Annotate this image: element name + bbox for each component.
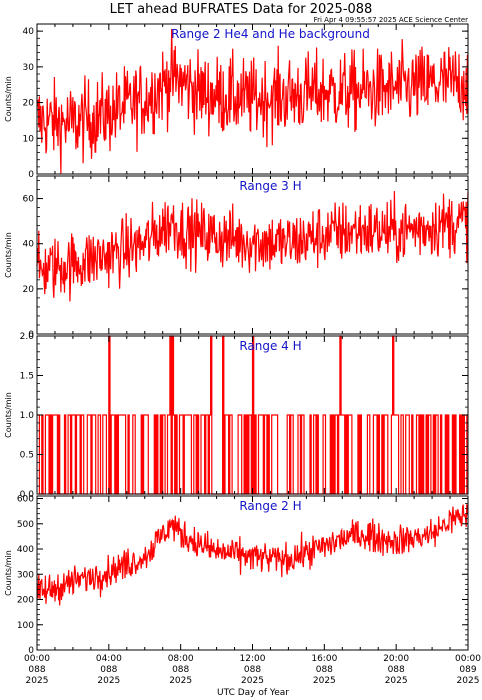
y-tick-label: 100	[17, 621, 34, 631]
panel-title: Range 3 H	[239, 179, 301, 193]
y-tick-label: 10	[23, 134, 35, 144]
y-axis-label: Counts/min	[4, 550, 13, 596]
y-tick-label: 1.5	[20, 372, 34, 382]
x-tick-label-doy: 088	[172, 665, 189, 675]
y-tick-label: 2.0	[20, 332, 35, 342]
x-tick-label-year: 2025	[97, 676, 120, 686]
x-axis: 00:00088202504:00088202508:00088202512:0…	[24, 654, 481, 686]
y-tick-label: 600	[17, 495, 34, 505]
y-tick-label: 60	[23, 195, 35, 205]
x-tick-label-time: 12:00	[240, 654, 266, 664]
x-tick-label-doy: 088	[28, 665, 45, 675]
series-trace	[36, 504, 469, 606]
y-tick-label: 0	[28, 330, 34, 340]
x-tick-label-time: 04:00	[96, 654, 122, 664]
y-tick-label: 1.0	[20, 411, 35, 421]
x-tick-label-year: 2025	[169, 676, 192, 686]
y-tick-label: 40	[23, 27, 35, 37]
y-axis-label: Counts/min	[4, 76, 13, 122]
panel-title: Range 4 H	[239, 339, 301, 353]
x-tick-label-time: 00:00	[24, 654, 50, 664]
x-tick-label-doy: 088	[388, 665, 405, 675]
plot-frame	[36, 495, 469, 651]
x-tick-label-year: 2025	[313, 676, 336, 686]
panel-range4-h: 0.0 0.5 1.0 1.5 2.0 Counts/min Range 4 H	[4, 332, 469, 500]
y-tick-label: 300	[17, 570, 34, 580]
series-trace	[37, 335, 468, 495]
x-tick-label-doy: 088	[100, 665, 117, 675]
x-tick-label-doy: 088	[244, 665, 261, 675]
generation-timestamp: Fri Apr 4 09:55:57 2025 ACE Science Cent…	[314, 16, 469, 24]
y-tick-label: 40	[23, 240, 35, 250]
x-tick-label-doy: 089	[459, 665, 476, 675]
y-tick-label: 20	[23, 99, 35, 109]
x-tick-label-time: 08:00	[168, 654, 194, 664]
x-tick-label-doy: 088	[316, 665, 333, 675]
chart-title: LET ahead BUFRATES Data for 2025-088	[110, 2, 373, 17]
y-tick-label: 0.5	[20, 451, 34, 461]
panel-range3-h: 0 20 40 60 Counts/min Range 3 H	[4, 175, 469, 340]
panel-title: Range 2 H	[239, 499, 301, 513]
series-trace	[36, 191, 469, 302]
x-tick-label-year: 2025	[457, 676, 480, 686]
x-tick-label-time: 00:00	[455, 654, 481, 664]
y-tick-label: 0	[28, 646, 34, 656]
series-trace	[36, 28, 469, 175]
y-axis-label: Counts/min	[4, 232, 13, 278]
y-tick-label: 0.0	[20, 490, 35, 500]
x-tick-label-year: 2025	[241, 676, 264, 686]
x-tick-label-year: 2025	[385, 676, 408, 686]
x-tick-label-year: 2025	[26, 676, 49, 686]
x-tick-label-time: 16:00	[311, 654, 337, 664]
y-tick-label: 0	[28, 170, 34, 180]
panel-range2-h: 0 100 200 300 400 500 600 Counts/min Range 2 H	[4, 495, 469, 656]
panel-range2-he4: 0 10 20 30 40 Counts/min Range 2 He4 and He ba…	[4, 23, 469, 180]
y-tick-label: 30	[23, 63, 35, 73]
y-tick-label: 500	[17, 520, 34, 530]
x-axis-label: UTC Day of Year	[217, 688, 289, 698]
y-tick-label: 400	[17, 545, 34, 555]
y-axis-label: Counts/min	[4, 392, 13, 438]
panel-title: Range 2 He4 and He background	[171, 27, 370, 41]
y-tick-label: 200	[17, 596, 34, 606]
y-tick-label: 20	[23, 285, 35, 295]
x-tick-label-time: 20:00	[383, 654, 409, 664]
